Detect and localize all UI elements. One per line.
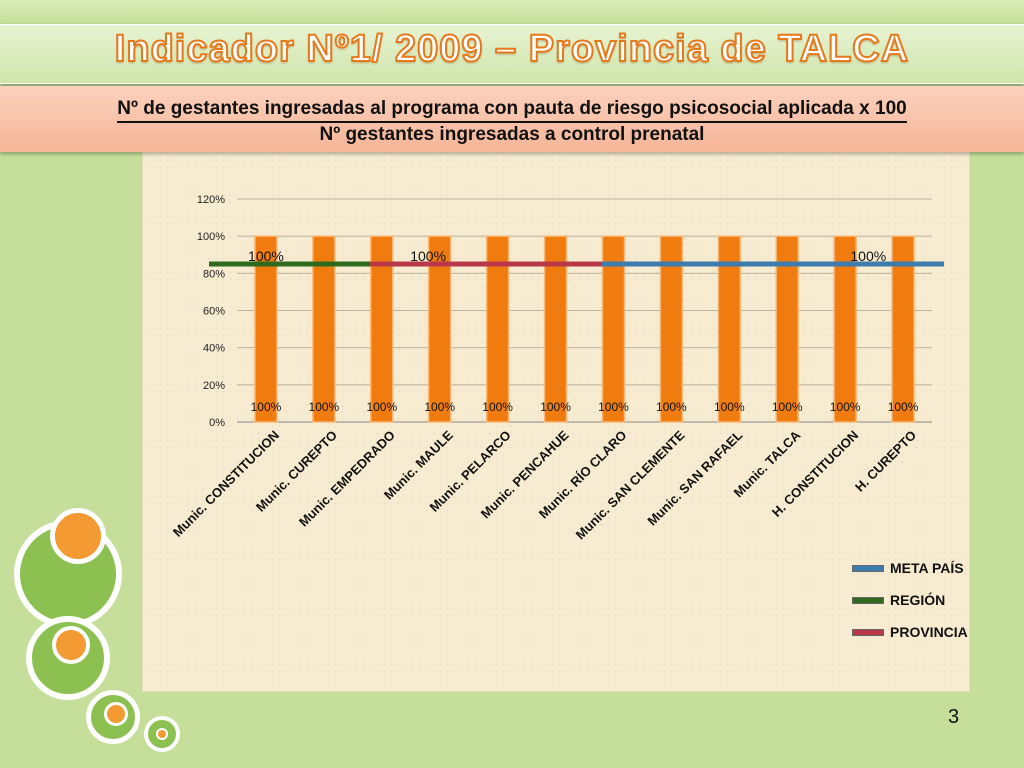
y-tick-label: 40% [203, 343, 225, 355]
bar-data-label: 100% [540, 400, 571, 414]
bar [717, 235, 742, 423]
bar [891, 235, 915, 423]
legend-item-meta-pais: META PAÍS [852, 556, 1022, 588]
y-tick-label: 120% [197, 194, 225, 206]
deco-circle-4 [52, 626, 90, 664]
bar-data-label: 100% [598, 400, 629, 414]
deco-circle-5 [86, 690, 140, 744]
bar-data-label: 100% [482, 400, 513, 414]
formula-numerator: Nº de gestantes ingresadas al programa c… [117, 98, 907, 123]
legend-swatch-meta-pais [852, 565, 884, 572]
x-category-label: Munic. CONSTITUCION [170, 428, 282, 540]
formula-denominator: Nº gestantes ingresadas a control prenat… [319, 124, 705, 145]
title-bar [0, 24, 1024, 84]
legend-label-meta-pais: META PAÍS [890, 560, 964, 576]
x-category-label: H. CUREPTO [852, 428, 919, 495]
page-number: 3 [948, 706, 960, 728]
bar [427, 235, 452, 423]
provincia-line-label: 100% [410, 248, 446, 264]
bar-data-label: 100% [366, 400, 397, 414]
y-tick-label: 80% [203, 268, 225, 280]
legend-label-provincia: PROVINCIA [890, 624, 968, 640]
bar [543, 235, 568, 423]
deco-circle-8 [156, 728, 168, 740]
legend-item-region: REGIÓN [852, 588, 1022, 620]
bar [601, 235, 626, 423]
slide-title: Indicador Nº1/ 2009 – Provincia de TALCA [114, 27, 910, 71]
y-tick-label: 20% [203, 380, 225, 392]
y-tick-label: 60% [203, 306, 225, 318]
legend-swatch-region [852, 597, 884, 604]
legend-item-provincia: PROVINCIA [852, 620, 1022, 652]
top-band [0, 0, 1024, 24]
bar [775, 235, 799, 423]
legend-swatch-provincia [852, 629, 884, 636]
bar-data-label: 100% [830, 400, 861, 414]
bar [833, 235, 857, 423]
chart-legend: META PAÍS REGIÓN PROVINCIA [852, 556, 1022, 652]
deco-circle-7 [144, 716, 180, 752]
y-tick-label: 100% [197, 231, 225, 243]
bar-data-label: 100% [656, 400, 687, 414]
bar-data-label: 100% [714, 400, 745, 414]
bar-data-label: 100% [772, 400, 803, 414]
bar [312, 235, 336, 423]
bar [659, 235, 684, 423]
bar [254, 235, 278, 423]
region-line-label: 100% [248, 248, 284, 264]
bar-data-label: 100% [251, 400, 282, 414]
x-category-label: Munic. EMPEDRADO [296, 428, 398, 530]
legend-label-region: REGIÓN [890, 592, 946, 608]
deco-circle-2 [50, 508, 106, 564]
bar-data-label: 100% [309, 400, 340, 414]
bar-data-label: 100% [424, 400, 455, 414]
x-category-label: Munic. SAN RAFAEL [644, 427, 745, 528]
bar-data-label: 100% [888, 400, 919, 414]
x-category-label: Munic. SAN CLEMENTE [573, 427, 688, 542]
formula-box: Nº de gestantes ingresadas al programa c… [0, 86, 1024, 152]
meta-pais-line-label: 100% [850, 248, 886, 264]
y-tick-label: 0% [209, 417, 225, 429]
deco-circle-6 [104, 702, 128, 726]
bar [485, 235, 510, 423]
bar [370, 235, 394, 423]
